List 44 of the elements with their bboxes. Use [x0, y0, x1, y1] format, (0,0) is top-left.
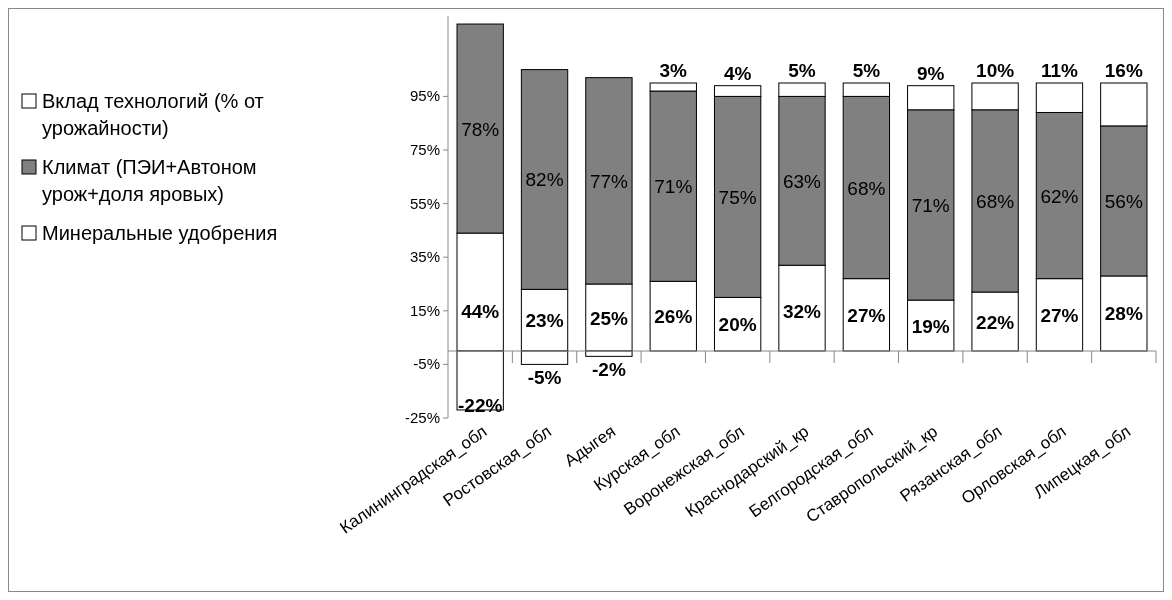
y-tick-label: 95%: [409, 87, 440, 105]
data-label: 82%: [525, 169, 564, 191]
data-label: 71%: [911, 194, 950, 216]
data-label: 5%: [852, 60, 881, 81]
y-tick-label: 75%: [409, 141, 440, 158]
data-label: 9%: [916, 62, 945, 84]
data-label: 19%: [911, 315, 950, 337]
data-label: 27%: [1040, 304, 1079, 326]
data-label: 68%: [976, 190, 1015, 212]
data-label: -5%: [527, 367, 562, 389]
data-label: 5%: [788, 60, 816, 81]
y-tick-label: 35%: [409, 248, 440, 266]
data-label: 26%: [654, 306, 693, 328]
data-label: 32%: [782, 300, 822, 322]
y-tick-label: 15%: [409, 301, 440, 319]
data-label: 22%: [976, 311, 1015, 333]
data-label: 63%: [782, 170, 822, 192]
data-label: 20%: [718, 314, 757, 336]
data-label: 11%: [1040, 60, 1079, 81]
data-label: 3%: [659, 60, 688, 81]
data-label: 23%: [525, 310, 564, 332]
data-label: 28%: [1104, 303, 1143, 325]
data-label: 68%: [847, 177, 886, 199]
data-label: -22%: [458, 395, 503, 416]
data-label: 4%: [723, 62, 752, 84]
legend-label: Минеральные удобрения: [42, 222, 278, 244]
legend-label: Климат (ПЭИ+Автоном урож+доля яровых): [42, 156, 257, 205]
y-tick-label: -5%: [413, 355, 440, 373]
data-label: 10%: [976, 60, 1015, 81]
legend-label: Вклад технологий (% от урожайности): [42, 90, 264, 139]
data-label: 62%: [1040, 185, 1079, 207]
y-tick-label: 55%: [409, 194, 440, 212]
data-label: 71%: [654, 176, 693, 198]
data-label: 56%: [1104, 190, 1143, 212]
data-label: 25%: [589, 307, 629, 329]
data-label: 27%: [847, 304, 886, 326]
data-label: 77%: [589, 170, 629, 192]
data-label: 44%: [461, 300, 500, 322]
bar: [520, 350, 569, 365]
data-label: 78%: [461, 118, 500, 140]
data-label: -2%: [592, 359, 626, 381]
data-label: 16%: [1104, 60, 1143, 81]
y-tick-label: -25%: [404, 409, 440, 426]
data-label: 75%: [718, 186, 757, 208]
